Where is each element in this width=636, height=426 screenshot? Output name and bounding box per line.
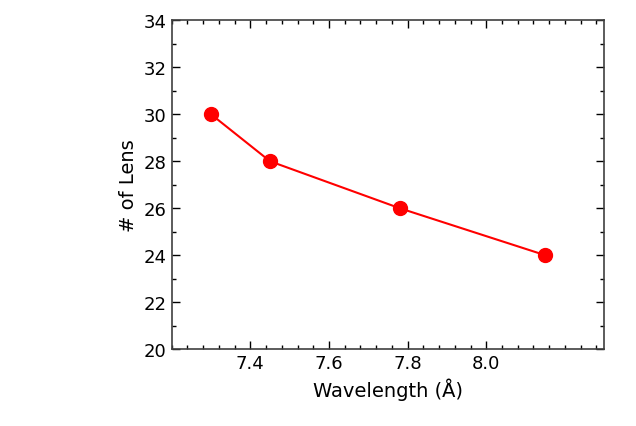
X-axis label: Wavelength (Å): Wavelength (Å) [313, 378, 463, 400]
Y-axis label: # of Lens: # of Lens [120, 139, 138, 232]
